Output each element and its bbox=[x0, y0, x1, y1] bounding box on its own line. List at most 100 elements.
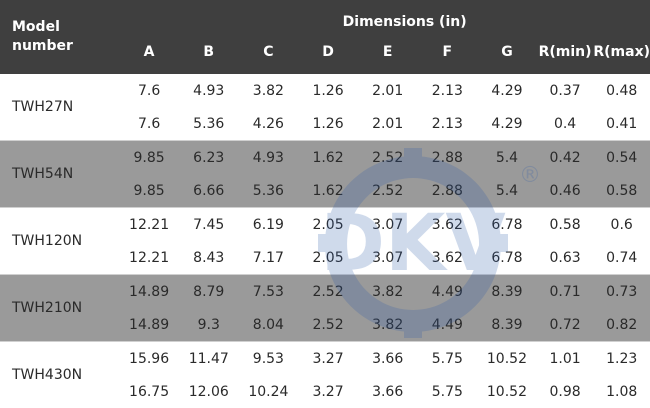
dimension-cell: 5.4 bbox=[477, 174, 537, 208]
model-number-cell: TWH54N bbox=[0, 141, 119, 208]
dimension-cell: 3.66 bbox=[358, 375, 418, 408]
header-model-number: Model number bbox=[0, 0, 119, 74]
dimension-cell: 2.13 bbox=[417, 107, 477, 141]
dimension-cell: 8.04 bbox=[239, 308, 299, 342]
dimension-cell: 10.52 bbox=[477, 342, 537, 376]
header-col-d: D bbox=[298, 30, 358, 74]
dimension-cell: 0.6 bbox=[593, 208, 650, 242]
dimension-cell: 0.72 bbox=[537, 308, 594, 342]
dimension-cell: 6.66 bbox=[179, 174, 239, 208]
dimension-cell: 3.27 bbox=[298, 342, 358, 376]
dimension-cell: 0.42 bbox=[537, 141, 594, 175]
dimension-cell: 6.19 bbox=[239, 208, 299, 242]
dimension-cell: 3.07 bbox=[358, 208, 418, 242]
dimension-cell: 0.82 bbox=[593, 308, 650, 342]
dimension-cell: 2.05 bbox=[298, 208, 358, 242]
dimension-cell: 3.27 bbox=[298, 375, 358, 408]
dimension-cell: 7.6 bbox=[119, 107, 179, 141]
header-col-r-max: R(max) bbox=[593, 30, 650, 74]
model-number-cell: TWH210N bbox=[0, 275, 119, 342]
dimension-cell: 2.52 bbox=[358, 174, 418, 208]
dimension-cell: 0.41 bbox=[593, 107, 650, 141]
table-header: Model number Dimensions (in) A B C D E F… bbox=[0, 0, 650, 74]
dimension-cell: 5.36 bbox=[239, 174, 299, 208]
header-dimensions: Dimensions (in) bbox=[119, 0, 650, 30]
header-col-a: A bbox=[119, 30, 179, 74]
header-col-r-min: R(min) bbox=[537, 30, 594, 74]
dimension-cell: 11.47 bbox=[179, 342, 239, 376]
dimension-cell: 9.53 bbox=[239, 342, 299, 376]
dimension-cell: 0.58 bbox=[593, 174, 650, 208]
dimension-cell: 3.62 bbox=[417, 241, 477, 275]
dimension-cell: 2.01 bbox=[358, 107, 418, 141]
dimension-cell: 0.58 bbox=[537, 208, 594, 242]
dimension-cell: 12.21 bbox=[119, 241, 179, 275]
dimension-cell: 3.62 bbox=[417, 208, 477, 242]
dimension-cell: 2.13 bbox=[417, 74, 477, 107]
dimension-cell: 9.85 bbox=[119, 141, 179, 175]
dimension-cell: 0.54 bbox=[593, 141, 650, 175]
dimension-cell: 15.96 bbox=[119, 342, 179, 376]
dimension-cell: 10.24 bbox=[239, 375, 299, 408]
dimension-cell: 5.4 bbox=[477, 141, 537, 175]
dimension-cell: 5.36 bbox=[179, 107, 239, 141]
dimension-cell: 3.66 bbox=[358, 342, 418, 376]
dimension-cell: 14.89 bbox=[119, 275, 179, 309]
dimension-cell: 6.78 bbox=[477, 208, 537, 242]
dimension-cell: 4.49 bbox=[417, 275, 477, 309]
dimension-cell: 1.62 bbox=[298, 141, 358, 175]
dimension-cell: 12.06 bbox=[179, 375, 239, 408]
header-col-f: F bbox=[417, 30, 477, 74]
dimension-cell: 9.3 bbox=[179, 308, 239, 342]
dimension-cell: 2.52 bbox=[298, 275, 358, 309]
dimension-cell: 4.93 bbox=[239, 141, 299, 175]
dimension-cell: 7.53 bbox=[239, 275, 299, 309]
header-col-g: G bbox=[477, 30, 537, 74]
dimension-cell: 8.79 bbox=[179, 275, 239, 309]
dimension-cell: 1.23 bbox=[593, 342, 650, 376]
header-col-b: B bbox=[179, 30, 239, 74]
dimension-cell: 2.88 bbox=[417, 174, 477, 208]
model-number-cell: TWH430N bbox=[0, 342, 119, 408]
dimension-cell: 7.17 bbox=[239, 241, 299, 275]
dimension-cell: 10.52 bbox=[477, 375, 537, 408]
dimension-cell: 3.82 bbox=[358, 275, 418, 309]
dimension-cell: 14.89 bbox=[119, 308, 179, 342]
dimension-cell: 0.71 bbox=[537, 275, 594, 309]
dimension-cell: 12.21 bbox=[119, 208, 179, 242]
dimension-cell: 1.26 bbox=[298, 74, 358, 107]
dimension-cell: 8.43 bbox=[179, 241, 239, 275]
dimension-cell: 0.98 bbox=[537, 375, 594, 408]
dimension-cell: 5.75 bbox=[417, 342, 477, 376]
header-col-c: C bbox=[239, 30, 299, 74]
dimension-cell: 0.37 bbox=[537, 74, 594, 107]
dimension-cell: 8.39 bbox=[477, 308, 537, 342]
dimension-cell: 3.07 bbox=[358, 241, 418, 275]
dimension-cell: 9.85 bbox=[119, 174, 179, 208]
dimension-cell: 2.01 bbox=[358, 74, 418, 107]
dimension-cell: 4.93 bbox=[179, 74, 239, 107]
dimension-cell: 16.75 bbox=[119, 375, 179, 408]
dimension-cell: 6.23 bbox=[179, 141, 239, 175]
header-col-e: E bbox=[358, 30, 418, 74]
dimension-cell: 1.01 bbox=[537, 342, 594, 376]
dimension-cell: 0.74 bbox=[593, 241, 650, 275]
dimension-cell: 6.78 bbox=[477, 241, 537, 275]
dimension-cell: 0.48 bbox=[593, 74, 650, 107]
dimension-cell: 4.49 bbox=[417, 308, 477, 342]
dimension-cell: 4.26 bbox=[239, 107, 299, 141]
model-number-cell: TWH120N bbox=[0, 208, 119, 275]
dimension-cell: 4.29 bbox=[477, 107, 537, 141]
dimension-cell: 1.62 bbox=[298, 174, 358, 208]
dimension-cell: 0.63 bbox=[537, 241, 594, 275]
dimension-cell: 0.4 bbox=[537, 107, 594, 141]
dimension-cell: 3.82 bbox=[239, 74, 299, 107]
